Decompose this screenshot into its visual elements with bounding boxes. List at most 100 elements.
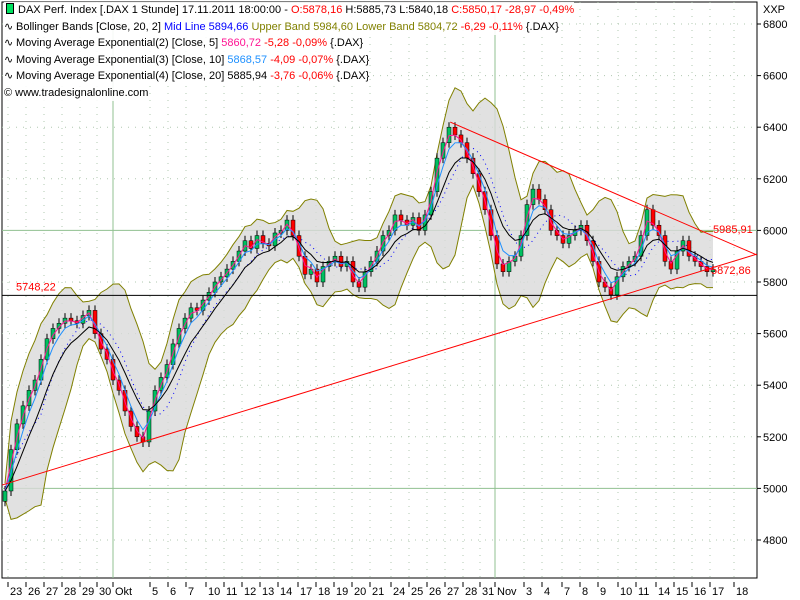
y-tick-label: 5400	[763, 380, 787, 392]
legend: DAX Perf. Index [.DAX 1 Stunde] 17.11.20…	[4, 2, 575, 101]
x-tick-label: 11	[226, 586, 237, 598]
y-tick-label: 5200	[763, 432, 787, 444]
wave-icon: ∿	[4, 53, 14, 66]
x-tick-label: 7	[188, 586, 194, 598]
bollinger-fill	[5, 87, 713, 520]
x-tick-label: 4	[544, 586, 550, 598]
candle	[446, 126, 452, 143]
candle	[506, 261, 512, 272]
wave-icon: ∿	[4, 70, 14, 82]
ema3-line	[4, 142, 714, 492]
x-tick-label: 27	[447, 586, 459, 598]
x-tick-label: 12	[244, 586, 256, 598]
x-tick-label: 14	[658, 586, 670, 598]
candle	[440, 142, 446, 159]
legend-row-ema3: ∿ Moving Average Exponential(3) [Close, 1…	[4, 51, 370, 68]
low-value: L:5840,18	[399, 4, 449, 16]
bb-lower: Lower Band 5804,72	[356, 20, 458, 33]
y-axis-label: XXP	[763, 4, 785, 16]
x-tick-label: 31	[482, 586, 494, 598]
bb-mid: Mid Line 5894,66	[163, 20, 249, 33]
ema4-symbol: {.DAX}	[336, 70, 370, 82]
x-tick-label: 26	[28, 586, 40, 598]
x-tick-label: 5	[152, 586, 158, 598]
y-tick-label: 6200	[763, 174, 787, 186]
legend-row-ema2: ∿ Moving Average Exponential(2) [Close, 5…	[4, 35, 364, 52]
legend-row-ema4: ∿ Moving Average Exponential(4) [Close, 2…	[4, 68, 370, 85]
x-tick-label: 25	[411, 586, 423, 598]
candle	[284, 219, 290, 231]
bb-upper: Upper Band 5984,60	[251, 20, 353, 33]
candle	[434, 157, 440, 192]
trendline-label: 5985,91	[713, 224, 753, 236]
legend-row-bb: ∿ Bollinger Bands [Close, 20, 2] Mid Line…	[4, 18, 559, 35]
x-tick-label: 17	[300, 586, 312, 598]
bollinger-upper-band	[4, 87, 713, 484]
x-tick-label: 3	[526, 586, 532, 598]
x-tick-label: 19	[336, 586, 348, 598]
x-tick-label: 21	[372, 586, 384, 598]
trendline	[450, 121, 757, 256]
ema2-name[interactable]: Moving Average Exponential(2) [Close, 5]	[16, 37, 219, 49]
ema4-line	[4, 157, 714, 492]
x-tick-label: 30	[99, 586, 111, 598]
candle	[398, 214, 404, 221]
candle	[320, 266, 326, 283]
bb-name[interactable]: Bollinger Bands [Close, 20, 2]	[16, 20, 161, 33]
y-tick-label: 6400	[763, 122, 787, 134]
candle	[566, 235, 572, 244]
bb-change: -6,29 -0,11%	[460, 20, 523, 33]
candle	[338, 255, 344, 267]
candle	[290, 219, 296, 236]
candle	[2, 490, 8, 502]
wave-icon: ∿	[4, 20, 14, 33]
y-tick-label: 6600	[763, 71, 787, 83]
x-tick-label: 15	[676, 586, 688, 598]
trendline-label: 5872,86	[711, 265, 751, 277]
x-tick-label: 28	[465, 586, 477, 598]
ema3-name[interactable]: Moving Average Exponential(3) [Close, 10…	[16, 53, 225, 66]
ema3-value: 5868,57	[227, 53, 268, 66]
y-tick-label: 5000	[763, 483, 787, 495]
x-tick-label: 28	[64, 586, 76, 598]
x-tick-label: Nov	[497, 586, 517, 598]
candle-icon	[6, 3, 14, 14]
copyright[interactable]: © www.tradesignalonline.com	[4, 84, 149, 101]
x-tick-label: 23	[10, 586, 22, 598]
y-tick-label: 4800	[763, 535, 787, 547]
ema4-name[interactable]: Moving Average Exponential(4) [Close, 20…	[16, 70, 225, 82]
candle	[386, 230, 392, 236]
x-tick-label: 9	[600, 586, 606, 598]
ema3-change: -4,09 -0,07%	[270, 53, 334, 66]
ema4-value: 5885,94	[227, 70, 268, 82]
x-tick-label: 10	[208, 586, 220, 598]
x-tick-label: Okt	[115, 586, 132, 598]
candle	[356, 281, 362, 288]
candle	[428, 191, 434, 216]
candle	[296, 235, 302, 257]
candle	[524, 204, 530, 236]
candle	[668, 261, 674, 270]
candle	[68, 317, 74, 321]
x-tick-label: 10	[620, 586, 632, 598]
x-tick-label: 29	[82, 586, 94, 598]
x-tick-label: 11	[638, 586, 649, 598]
x-tick-label: 18	[736, 586, 748, 598]
open-value: O:5878,16	[290, 4, 343, 16]
y-tick-label: 6800	[763, 19, 787, 31]
x-tick-label: 26	[429, 586, 441, 598]
wave-icon: ∿	[4, 37, 14, 49]
candle	[626, 261, 632, 267]
ema2-change: -5,28 -0,09%	[264, 37, 328, 49]
x-tick-label: 16	[694, 586, 706, 598]
bb-symbol: {.DAX}	[525, 20, 559, 33]
y-tick-label: 5800	[763, 277, 787, 289]
legend-row-price: DAX Perf. Index [.DAX 1 Stunde] 17.11.20…	[4, 2, 575, 19]
x-tick-label: 14	[280, 586, 292, 598]
ema2-symbol: {.DAX}	[330, 37, 364, 49]
x-tick-label: 8	[582, 586, 588, 598]
x-tick-label: 24	[393, 586, 405, 598]
y-tick-label: 6000	[763, 225, 787, 237]
x-tick-label: 20	[354, 586, 366, 598]
